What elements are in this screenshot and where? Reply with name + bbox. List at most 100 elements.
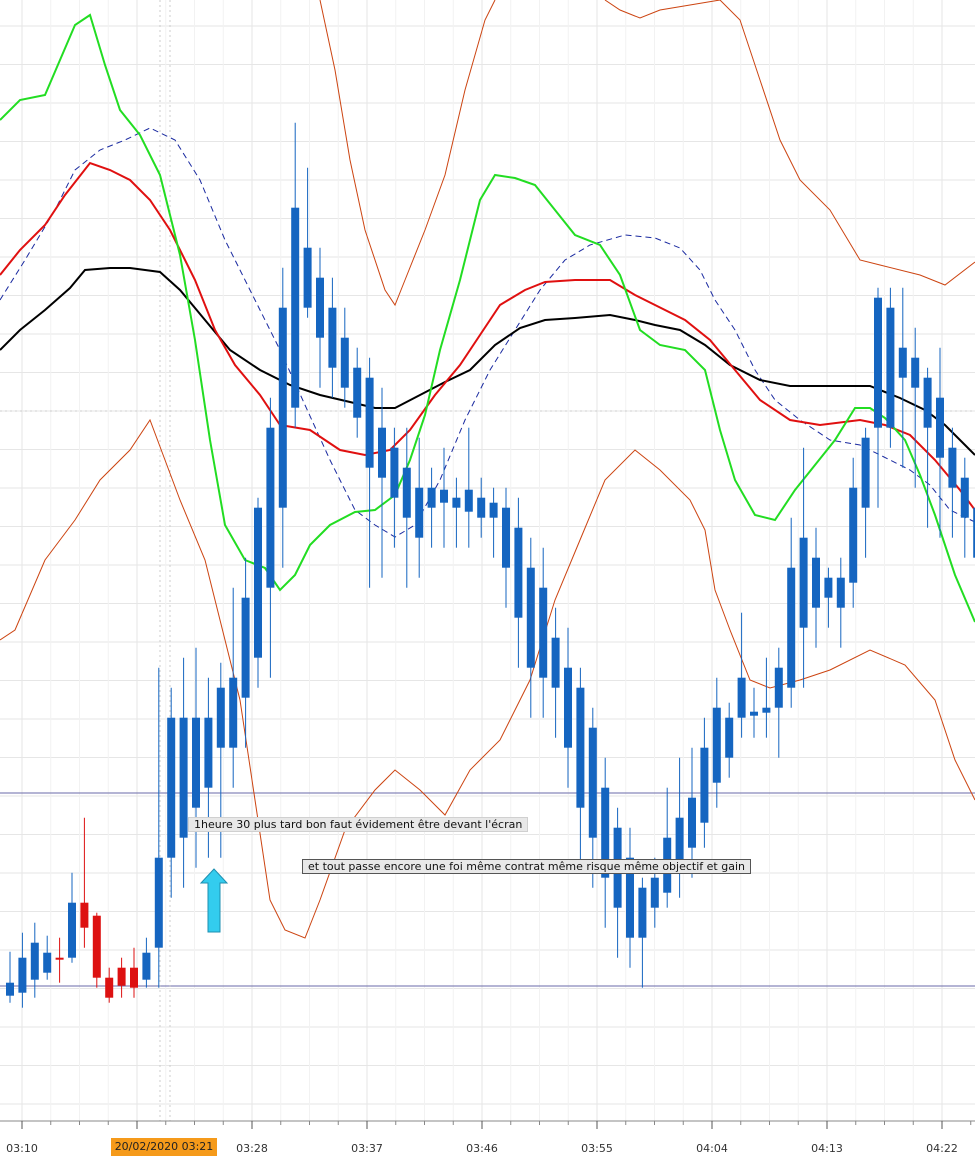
- candle-body: [923, 377, 932, 428]
- candle: [712, 677, 721, 808]
- candle-body: [80, 902, 89, 928]
- candle: [836, 557, 845, 648]
- candle-body: [452, 497, 461, 508]
- candle: [43, 935, 52, 980]
- candle-body: [762, 707, 771, 713]
- ema-black-line: [0, 267, 975, 456]
- candle-body: [812, 557, 820, 608]
- candle-body: [291, 207, 300, 408]
- bollinger-upper: [604, 0, 975, 286]
- up-arrow-icon: [199, 868, 229, 933]
- candle: [278, 267, 287, 568]
- candle: [936, 347, 944, 538]
- x-tick-label: 03:10: [6, 1142, 38, 1155]
- candle: [427, 467, 436, 548]
- candle-body: [861, 437, 870, 508]
- cursor-date-label: 20/02/2020 03:21: [111, 1138, 217, 1156]
- candle: [254, 497, 262, 688]
- candle-body: [328, 307, 337, 368]
- candle: [638, 877, 647, 988]
- candle: [477, 477, 486, 538]
- candle: [688, 747, 696, 878]
- candle: [365, 357, 374, 588]
- candle: [526, 537, 535, 718]
- candle-body: [278, 307, 287, 508]
- candle: [229, 587, 238, 788]
- candle: [303, 167, 312, 318]
- candle-body: [68, 902, 76, 958]
- candle-body: [192, 717, 200, 808]
- candle-body: [836, 577, 845, 608]
- candle: [911, 327, 920, 488]
- candle-body: [700, 747, 709, 823]
- ema-green-line: [0, 13, 975, 623]
- candle: [179, 657, 188, 888]
- candle: [675, 757, 684, 898]
- candle: [142, 937, 151, 988]
- candle: [861, 427, 870, 558]
- x-tick-label: 03:55: [581, 1142, 613, 1155]
- candle-body: [353, 367, 362, 418]
- candle-body: [390, 447, 399, 498]
- ma-dashed-line: [0, 127, 975, 538]
- candle: [564, 627, 572, 788]
- candle: [774, 647, 783, 758]
- candle-body: [229, 677, 238, 748]
- candle-body: [18, 957, 27, 993]
- candle-body: [849, 487, 858, 583]
- candle: [886, 287, 895, 448]
- candle-body: [440, 489, 448, 503]
- candle-body: [502, 507, 510, 568]
- candle: [328, 277, 337, 398]
- candle-body: [266, 427, 275, 588]
- candle: [613, 807, 622, 958]
- candle-body: [551, 637, 560, 688]
- candle: [440, 447, 448, 548]
- candle: [266, 397, 275, 678]
- candle-body: [787, 567, 796, 688]
- candle: [316, 247, 324, 388]
- x-tick-label: 03:37: [351, 1142, 383, 1155]
- candle: [6, 951, 14, 1003]
- candle-body: [167, 717, 176, 858]
- indicator-lines: [0, 0, 975, 939]
- candle: [576, 667, 585, 868]
- candle-body: [799, 537, 808, 628]
- candle-body: [638, 887, 647, 938]
- candle-body: [886, 307, 895, 428]
- candle-body: [489, 502, 498, 518]
- candle: [874, 287, 882, 508]
- candle-body: [477, 497, 486, 518]
- annotation-1: 1heure 30 plus tard bon faut évidement ê…: [188, 817, 529, 832]
- candle: [725, 702, 734, 778]
- candle-body: [55, 957, 64, 960]
- candle-body: [92, 915, 101, 978]
- x-tick-label: 03:28: [236, 1142, 268, 1155]
- candle-body: [30, 942, 39, 980]
- candle-body: [675, 817, 684, 873]
- candle-body: [105, 977, 114, 998]
- candle-body: [415, 487, 424, 538]
- candle-body: [750, 711, 758, 716]
- candle-body: [824, 577, 833, 598]
- candle: [340, 307, 349, 408]
- candle-body: [216, 687, 225, 748]
- candle-body: [378, 427, 386, 478]
- up-arrow-annotation: [199, 868, 229, 933]
- candle-body: [514, 527, 523, 618]
- candle-body: [130, 967, 138, 988]
- candle-body: [427, 487, 436, 508]
- candle-body: [588, 727, 597, 838]
- candle-body: [911, 357, 920, 388]
- candle-body: [601, 787, 610, 878]
- candle: [948, 427, 957, 538]
- candle-body: [241, 597, 250, 698]
- candle-body: [43, 952, 52, 973]
- x-tick-label: 03:46: [466, 1142, 498, 1155]
- candle: [390, 427, 399, 548]
- candle: [787, 517, 796, 708]
- candle: [241, 557, 250, 748]
- candle-body: [725, 717, 734, 758]
- candle-body: [154, 857, 163, 948]
